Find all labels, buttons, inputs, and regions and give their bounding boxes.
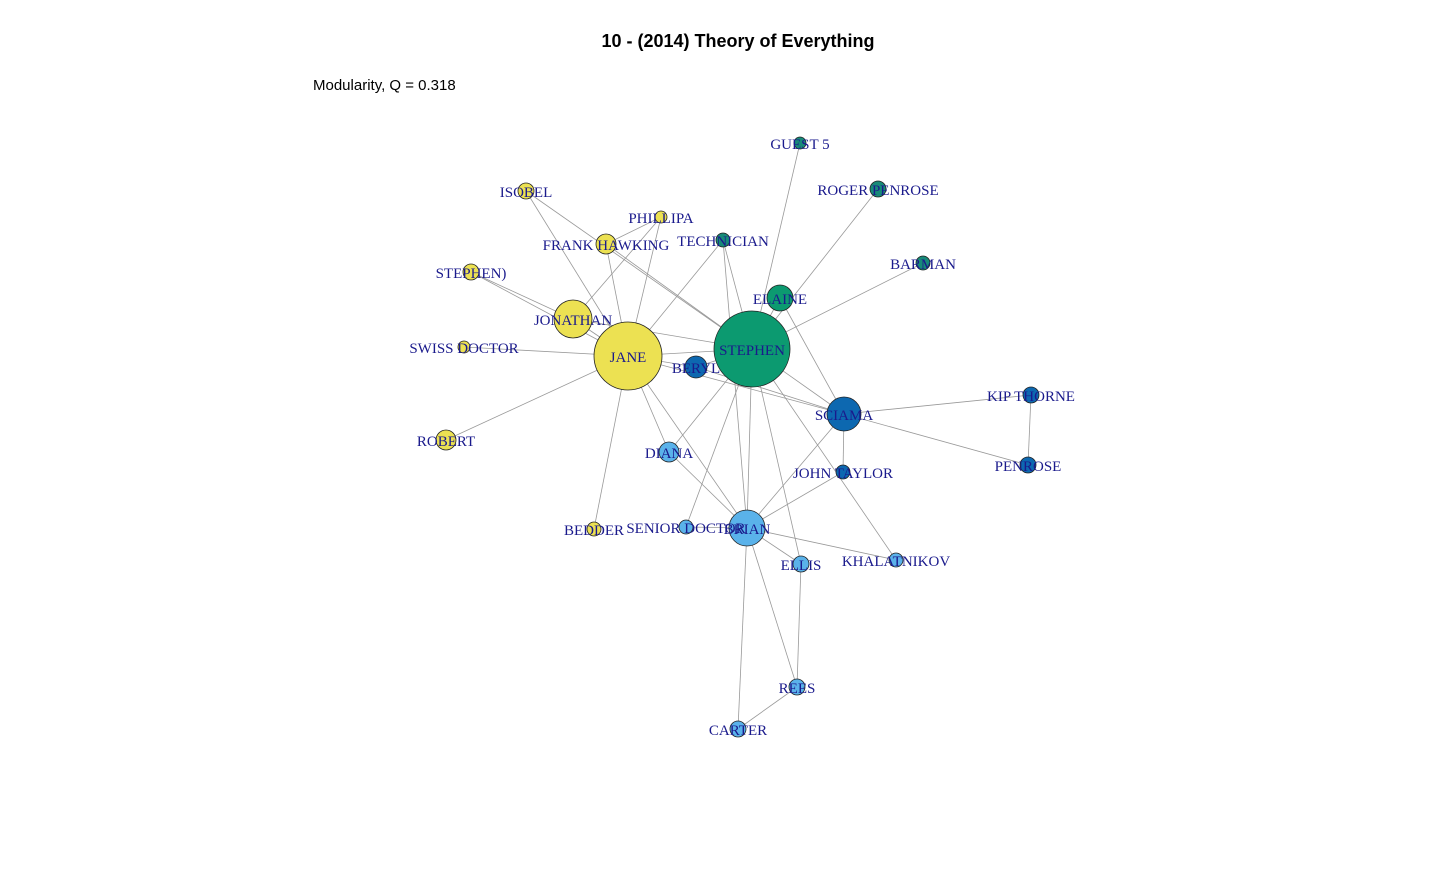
node-label: ELAINE: [753, 292, 807, 308]
edge: [737, 686, 798, 730]
edge: [779, 297, 845, 415]
node-label: ROGER PENROSE: [817, 183, 938, 199]
edge: [1027, 394, 1032, 466]
node: [553, 299, 593, 339]
node-label: SWISS DOCTOR: [409, 341, 518, 357]
node: [595, 233, 617, 255]
node: [517, 182, 535, 200]
node: [457, 340, 471, 354]
node: [435, 429, 457, 451]
node: [915, 255, 931, 271]
node-label: SCIAMA: [815, 408, 874, 424]
node-label: REES: [779, 681, 816, 697]
node-label: TECHNICIAN: [677, 234, 769, 250]
edge: [746, 527, 798, 688]
node: [1022, 386, 1040, 404]
edge: [843, 394, 1032, 415]
node-label: GUEST 5: [770, 137, 829, 153]
node: [888, 552, 904, 568]
node-label: BERYL: [672, 361, 720, 377]
node-label: KHALATNIKOV: [842, 554, 950, 570]
node-label: CARTER: [709, 723, 767, 739]
node-label: ISOBEL: [500, 185, 553, 201]
node: [788, 678, 806, 696]
node-label: JANE: [610, 350, 647, 366]
node-label: JOHN TAYLOR: [793, 466, 893, 482]
edge: [627, 355, 748, 529]
node: [654, 210, 668, 224]
edge: [525, 190, 753, 350]
node-label: PHILLIPA: [628, 211, 693, 227]
node: [766, 284, 794, 312]
node-label: KIP THORNE: [987, 389, 1075, 405]
node-label: FRANK HAWKING: [543, 238, 670, 254]
node: [462, 263, 480, 281]
edge: [746, 413, 845, 529]
node: [658, 441, 680, 463]
node: [1019, 456, 1037, 474]
node: [586, 521, 602, 537]
edge: [737, 527, 748, 730]
edge: [751, 348, 897, 561]
node: [728, 509, 766, 547]
node: [729, 720, 747, 738]
nodes: GUEST 5 ROGER PENROSE BARMAN TECHNICIAN ELAI…: [409, 136, 1075, 739]
edge: [746, 471, 844, 529]
node: [793, 136, 807, 150]
edge: [843, 413, 1029, 466]
node-label: STEPHEN: [719, 343, 785, 359]
node-label: SENIOR DOCTOR: [626, 521, 745, 537]
node-label: ROBERT: [417, 434, 475, 450]
edge: [722, 239, 748, 529]
node: [713, 310, 791, 388]
node-label: ELLIS: [781, 558, 822, 574]
node-label: STEPHEN): [436, 266, 507, 282]
edge: [627, 355, 845, 415]
node: [826, 396, 862, 432]
edge: [796, 563, 802, 688]
node: [715, 232, 731, 248]
node: [593, 321, 663, 391]
node: [678, 519, 694, 535]
subtitle: Modularity, Q = 0.318: [313, 77, 456, 94]
node: [684, 355, 708, 379]
title: 10 - (2014) Theory of Everything: [601, 31, 874, 51]
edge: [746, 527, 897, 561]
node-label: BARMAN: [890, 257, 956, 273]
node-label: JONATHAN: [534, 313, 613, 329]
node-label: BEDDER: [564, 523, 624, 539]
node: [835, 464, 851, 480]
edge: [572, 216, 662, 320]
edge: [695, 366, 845, 415]
node-label: PENROSE: [995, 459, 1062, 475]
node-label: DIANA: [645, 446, 693, 462]
node: [792, 555, 810, 573]
edges: [445, 142, 1032, 730]
node: [869, 180, 887, 198]
node-label: BRIAN: [724, 522, 771, 538]
